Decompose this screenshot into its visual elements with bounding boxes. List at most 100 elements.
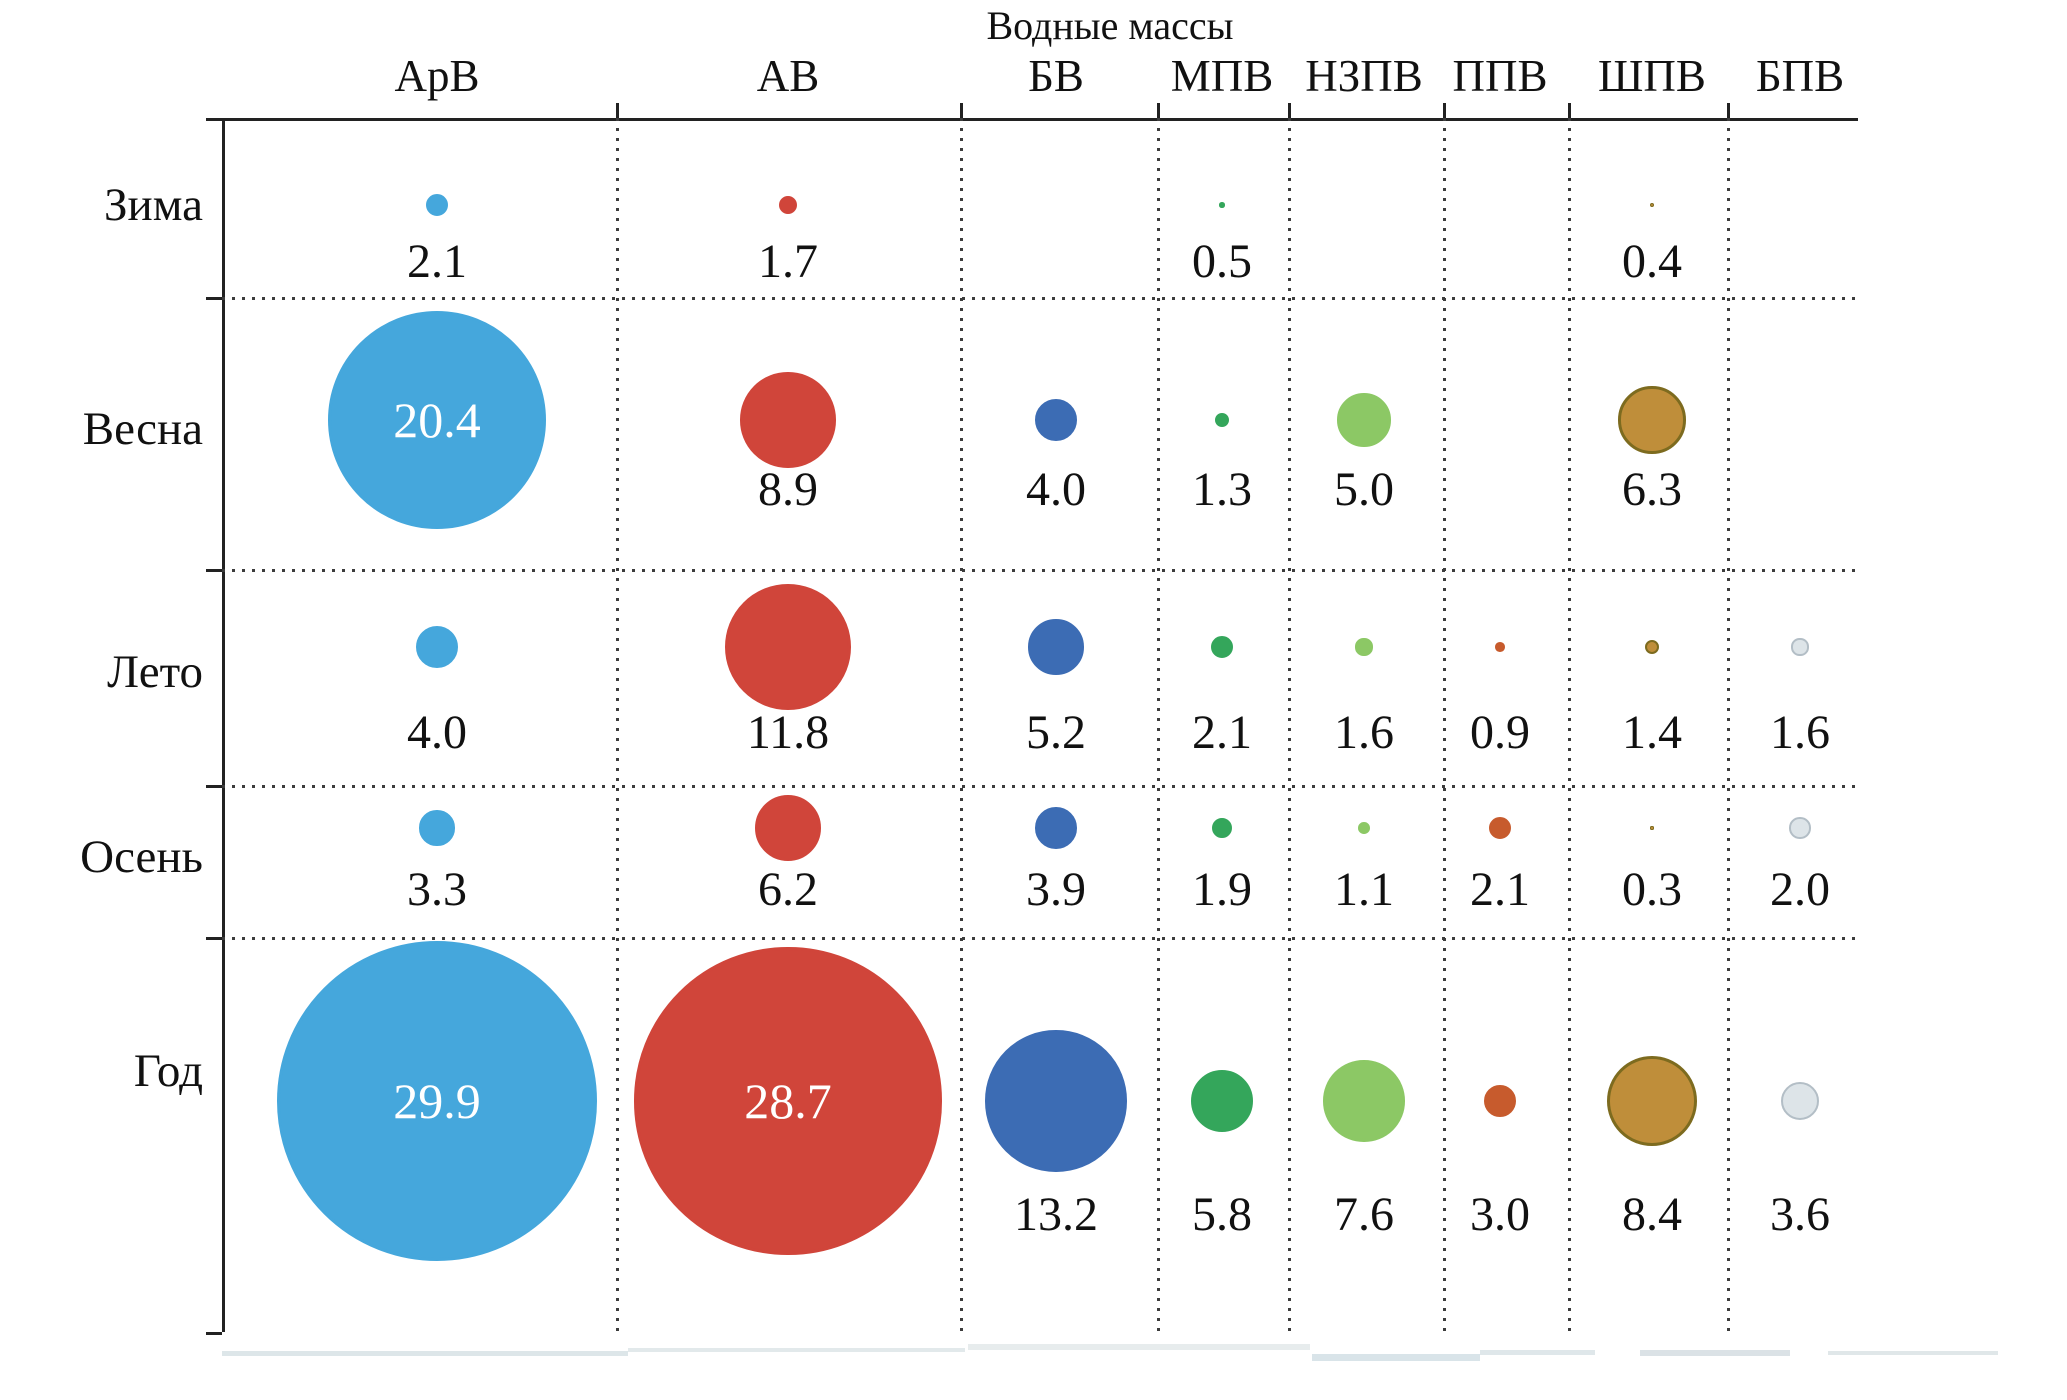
bubble-osen-bv [1035,807,1077,849]
bubble-value-osen-shpv: 0.3 [1622,863,1682,916]
bottom-edge-artifact-5 [1640,1350,1790,1356]
bubble-leto-shpv [1644,639,1660,655]
bubble-god-nzpv [1323,1060,1405,1142]
bubble-vesna-mpv [1215,413,1229,427]
bottom-edge-artifact-0 [222,1351,628,1356]
bubble-zima-av [778,195,798,215]
bubble-vesna-shpv [1618,386,1686,454]
bubble-value-god-shpv: 8.4 [1622,1188,1682,1241]
y-axis-tick-4 [206,937,222,940]
bubble-vesna-bv [1034,398,1078,442]
bubble-vesna-arv: 20.4 [327,310,547,530]
bottom-edge-artifact-2 [968,1344,1310,1350]
bubble-god-arv: 29.9 [277,941,597,1261]
bubble-value-osen-bv: 3.9 [1026,863,1086,916]
grid-line-vertical-6 [1727,118,1730,1332]
grid-line-vertical-2 [1157,118,1160,1332]
bubble-value-god-av: 28.7 [744,1072,832,1129]
bubble-value-leto-arv: 4.0 [407,706,467,759]
column-header-av: АВ [756,51,820,101]
bubble-osen-shpv [1650,826,1654,830]
grid-line-vertical-1 [960,118,963,1332]
bubble-god-bv [985,1030,1127,1172]
bubble-value-vesna-arv: 20.4 [393,391,481,448]
grid-line-vertical-3 [1288,118,1291,1332]
bubble-value-leto-mpv: 2.1 [1192,706,1252,759]
column-header-mpv: МПВ [1170,51,1274,101]
bubble-value-zima-shpv: 0.4 [1622,235,1682,288]
bubble-osen-ppv [1488,816,1512,840]
y-axis-tick-0 [206,118,222,121]
grid-line-vertical-5 [1568,118,1571,1332]
bubble-value-zima-arv: 2.1 [407,235,467,288]
bubble-value-vesna-shpv: 6.3 [1622,463,1682,516]
bubble-value-god-ppv: 3.0 [1470,1188,1530,1241]
bubble-leto-av [724,583,852,711]
x-axis-tick-5 [1568,103,1571,118]
bubble-osen-nzpv [1358,822,1370,834]
bubble-value-leto-bpv: 1.6 [1770,706,1830,759]
y-axis-tick-1 [206,297,222,300]
bubble-value-zima-av: 1.7 [758,235,818,288]
bottom-edge-artifact-6 [1828,1351,1998,1355]
grid-line-vertical-4 [1443,118,1446,1332]
bubble-zima-mpv [1219,202,1225,208]
bubble-god-shpv [1607,1056,1697,1146]
bubble-value-god-mpv: 5.8 [1192,1188,1252,1241]
chart-title: Водные массы [986,3,1234,48]
bubble-leto-mpv [1210,635,1234,659]
bubble-value-osen-nzpv: 1.1 [1334,863,1394,916]
column-header-shpv: ШПВ [1598,51,1706,101]
bubble-god-av: 28.7 [634,947,942,1255]
bubble-zima-shpv [1649,202,1655,208]
grid-line-horizontal-2 [222,785,1858,788]
y-axis-line [222,118,225,1332]
column-header-bpv: БПВ [1755,51,1845,101]
bubble-value-vesna-mpv: 1.3 [1192,463,1252,516]
bubble-value-osen-bpv: 2.0 [1770,863,1830,916]
column-header-nzpv: НЗПВ [1305,51,1423,101]
bubble-osen-arv [419,810,455,846]
bottom-edge-artifact-1 [628,1348,965,1352]
column-header-bv: БВ [1028,51,1084,101]
y-axis-tick-3 [206,785,222,788]
bubble-value-vesna-av: 8.9 [758,463,818,516]
bubble-value-leto-ppv: 0.9 [1470,706,1530,759]
row-label-leto: Лето [107,645,203,698]
bubble-leto-bpv [1791,638,1809,656]
bubble-vesna-av [740,372,836,468]
bubble-leto-arv [415,625,459,669]
y-axis-tick-2 [206,569,222,572]
bubble-osen-av [754,794,822,862]
x-axis-tick-4 [1443,103,1446,118]
x-axis-tick-2 [1157,103,1160,118]
x-axis-tick-0 [616,103,619,118]
bubble-god-mpv [1190,1069,1254,1133]
bubble-value-leto-shpv: 1.4 [1622,706,1682,759]
bubble-zima-arv [425,193,449,217]
grid-line-vertical-0 [616,118,619,1332]
bubble-god-ppv [1483,1084,1517,1118]
bubble-value-zima-mpv: 0.5 [1192,235,1252,288]
row-label-zima: Зима [104,178,203,231]
bubble-value-leto-nzpv: 1.6 [1334,706,1394,759]
row-label-osen: Осень [80,830,203,883]
grid-line-horizontal-3 [222,937,1858,940]
x-axis-tick-6 [1727,103,1730,118]
grid-line-horizontal-0 [222,297,1858,300]
bubble-value-vesna-bv: 4.0 [1026,463,1086,516]
x-axis-tick-1 [960,103,963,118]
bubble-value-god-bpv: 3.6 [1770,1188,1830,1241]
grid-line-horizontal-1 [222,569,1858,572]
bubble-leto-ppv [1495,642,1505,652]
bubble-value-leto-bv: 5.2 [1026,706,1086,759]
row-label-vesna: Весна [82,402,203,455]
bubble-osen-bpv [1789,817,1811,839]
bubble-osen-mpv [1211,817,1233,839]
bubble-leto-nzpv [1355,638,1373,656]
bubble-vesna-nzpv [1337,393,1391,447]
bottom-edge-artifact-3 [1312,1354,1480,1361]
bubble-leto-bv [1028,619,1084,675]
bubble-value-god-nzpv: 7.6 [1334,1188,1394,1241]
